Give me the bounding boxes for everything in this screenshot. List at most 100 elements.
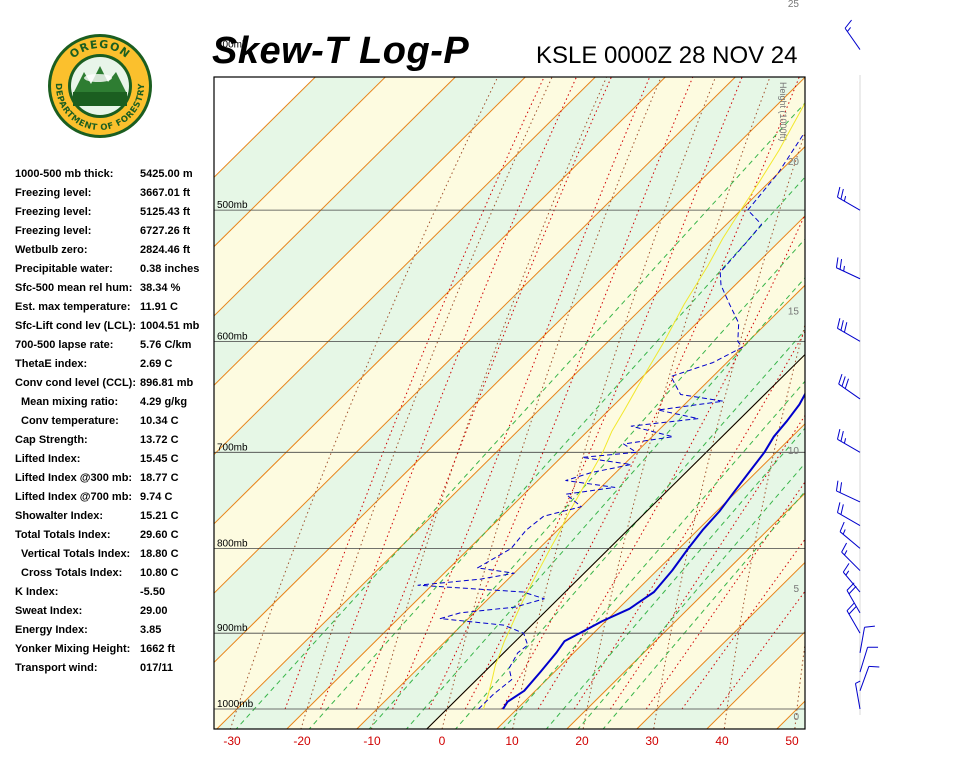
index-row: Conv temperature: 10.34 C: [15, 415, 215, 434]
index-label: Cap Strength:: [15, 434, 88, 446]
wind-barb: [839, 521, 861, 549]
index-label: Lifted Index:: [15, 453, 81, 465]
index-label: K Index:: [15, 586, 59, 598]
index-value: 29.60 C: [140, 529, 179, 541]
index-row: Total Totals Index: 29.60 C: [15, 529, 215, 548]
wind-barb: [835, 480, 861, 503]
isotherm-line: [214, 77, 456, 317]
index-row: Cross Totals Index: 10.80 C: [15, 567, 215, 586]
index-row: Precipitable water: 0.38 inches: [15, 263, 215, 282]
mixing-ratio-line: [602, 490, 805, 729]
index-value: 15.21 C: [140, 510, 179, 522]
index-label: Sfc-Lift cond lev (LCL):: [15, 320, 136, 332]
isotherm-line: [214, 77, 596, 456]
temperature-line: [502, 392, 805, 710]
index-value: 5125.43 ft: [140, 206, 191, 218]
station-time-label: KSLE 0000Z 28 NOV 24: [536, 42, 798, 69]
wind-barb: [859, 665, 880, 691]
index-row: Lifted Index @300 mb: 18.77 C: [15, 472, 215, 491]
isotherm-line: [214, 77, 736, 594]
index-label: Energy Index:: [15, 624, 88, 636]
wind-barb: [836, 186, 861, 211]
index-label: Freezing level:: [15, 187, 92, 199]
isobar-label: 900mb: [217, 623, 248, 634]
isotherm-line: [286, 215, 805, 729]
wind-barb: [835, 257, 861, 280]
index-label: Est. max temperature:: [15, 301, 131, 313]
isobar-label: 800mb: [217, 538, 248, 549]
wind-barb: [859, 646, 879, 673]
index-row: Conv cond level (CCL): 896.81 mb: [15, 377, 215, 396]
index-row: Vertical Totals Index: 18.80 C: [15, 548, 215, 567]
isotherm-band: [214, 77, 805, 729]
x-tick-label: 50: [785, 734, 799, 748]
wind-barb: [842, 563, 861, 593]
x-tick-label: 0: [439, 734, 446, 748]
dry-adiabat: [229, 77, 499, 729]
index-row: Energy Index: 3.85: [15, 624, 215, 643]
wind-barb: [838, 373, 861, 400]
isotherm-line: [636, 561, 805, 729]
index-label: Wetbulb zero:: [15, 244, 88, 256]
index-row: 700-500 lapse rate: 5.76 C/km: [15, 339, 215, 358]
index-value: 017/11: [140, 662, 174, 674]
index-value: 38.34 %: [140, 282, 181, 294]
index-label: Lifted Index @300 mb:: [15, 472, 133, 484]
index-value: 11.91 C: [140, 301, 178, 313]
index-row: Lifted Index @700 mb: 9.74 C: [15, 491, 215, 510]
dry-adiabat: [512, 77, 717, 729]
index-row: Freezing level: 6727.26 ft: [15, 225, 215, 244]
dry-adiabat: [864, 0, 960, 751]
index-row: Wetbulb zero: 2824.46 ft: [15, 244, 215, 263]
isotherm-line: [214, 77, 805, 664]
dry-adiabat: [794, 640, 805, 729]
x-tick-label: 10: [505, 734, 519, 748]
moist-adiabat: [573, 330, 805, 710]
index-label: ThetaE index:: [15, 358, 88, 370]
mixing-ratio-line: [577, 462, 805, 729]
index-row: Cap Strength: 13.72 C: [15, 434, 215, 453]
index-value: 1004.51 mb: [140, 320, 200, 332]
index-row: Transport wind: 017/11: [15, 662, 215, 681]
wind-barb: [836, 429, 861, 453]
x-tick-label: -20: [293, 734, 311, 748]
index-label: Vertical Totals Index:: [21, 548, 131, 560]
index-label: Yonker Mixing Height:: [15, 643, 131, 655]
height-tick-label: 5: [793, 584, 799, 595]
index-value: 3.85: [140, 624, 162, 636]
height-tick-label: 20: [788, 157, 800, 168]
mixing-ratio-line: [545, 427, 805, 729]
index-label: Sweat Index:: [15, 605, 83, 617]
isotherm-line: [214, 77, 526, 386]
index-row: ThetaE index: 2.69 C: [15, 358, 215, 377]
index-value: 29.00: [140, 605, 168, 617]
index-label: Total Totals Index:: [15, 529, 111, 541]
wind-barb: [859, 625, 875, 653]
index-label: Freezing level:: [15, 225, 92, 237]
x-tick-label: -10: [363, 734, 381, 748]
index-label: 1000-500 mb thick:: [15, 168, 114, 180]
index-value: 896.81 mb: [140, 377, 194, 389]
index-label: Lifted Index @700 mb:: [15, 491, 133, 503]
x-tick-label: 20: [575, 734, 589, 748]
moist-adiabat: [501, 77, 800, 710]
mixing-ratio-line: [368, 238, 805, 729]
wind-barb: [844, 19, 861, 50]
isobar-label: 1000mb: [217, 699, 254, 710]
index-value: 10.80 C: [140, 567, 179, 579]
index-value: 15.45 C: [140, 453, 179, 465]
index-value: 10.34 C: [140, 415, 179, 427]
index-value: 2.69 C: [140, 358, 173, 370]
height-tick-label: 10: [788, 446, 800, 457]
isotherm-line: [566, 492, 805, 729]
isotherm-line: [356, 284, 805, 729]
x-tick-label: 40: [715, 734, 729, 748]
index-value: 6727.26 ft: [140, 225, 191, 237]
isotherm-line: [214, 77, 386, 248]
parcel-trace-line: [482, 101, 805, 710]
height-tick-label: 0: [793, 712, 799, 723]
dewpoint-line: [417, 131, 805, 710]
index-value: 9.74 C: [140, 491, 173, 503]
plot-frame: [213, 76, 806, 730]
